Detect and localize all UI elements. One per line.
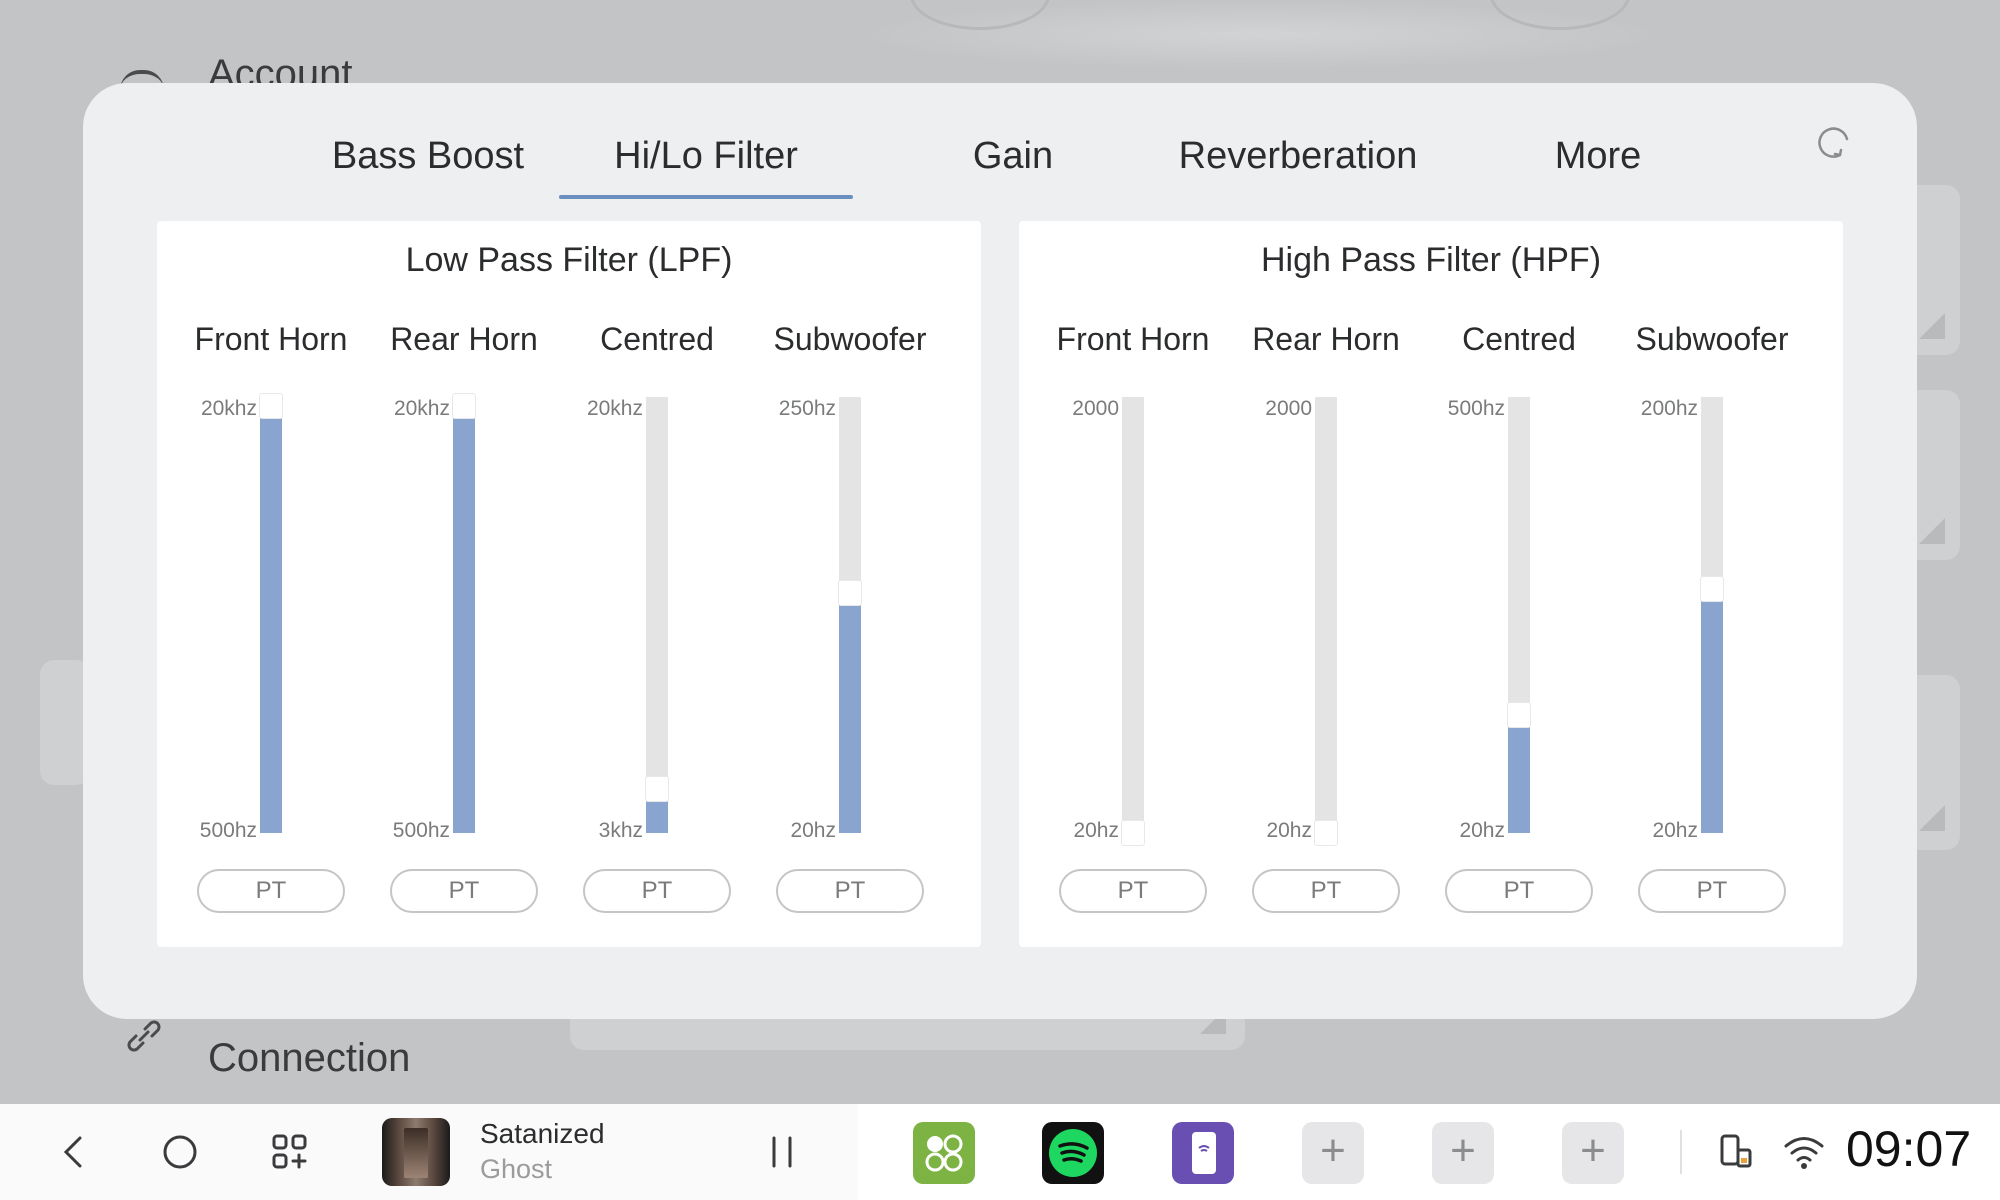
phone-mirror-icon[interactable]	[1172, 1122, 1234, 1184]
lpf-channel: Centred 20khz 3khz PT	[567, 321, 747, 921]
slider-min-label: 20hz	[1652, 819, 1698, 842]
album-art[interactable]	[382, 1118, 450, 1186]
song-title: Satanized	[480, 1118, 605, 1149]
frequency-slider[interactable]	[452, 393, 476, 833]
add-app-icon[interactable]: +	[1302, 1122, 1364, 1184]
pt-button[interactable]: PT	[776, 869, 924, 913]
slider-max-label: 2000	[1072, 397, 1119, 420]
pt-button[interactable]: PT	[197, 869, 345, 913]
channel-label: Centred	[1462, 321, 1576, 357]
background-card	[40, 660, 90, 785]
pt-button[interactable]: PT	[1638, 869, 1786, 913]
lpf-channel: Rear Horn 20khz 500hz PT	[374, 321, 554, 921]
back-icon[interactable]	[50, 1128, 98, 1176]
slider-max-label: 20khz	[586, 397, 643, 420]
tab-hi-lo-filter[interactable]: Hi/Lo Filter	[559, 123, 853, 199]
slider-fill	[260, 406, 282, 833]
audio-filter-dialog: Bass Boost Hi/Lo Filter Gain Reverberati…	[83, 83, 1917, 1019]
song-artist: Ghost	[480, 1154, 553, 1184]
slider-handle[interactable]	[452, 393, 476, 419]
lpf-title: Low Pass Filter (LPF)	[405, 241, 733, 279]
pt-button[interactable]: PT	[390, 869, 538, 913]
slider-handle[interactable]	[1314, 820, 1338, 846]
hpf-channel: Rear Horn 2000 20hz PT	[1236, 321, 1416, 921]
frequency-slider[interactable]	[1507, 397, 1531, 833]
apps-launcher-icon[interactable]	[913, 1122, 975, 1184]
lpf-panel: Low Pass Filter (LPF) Front Horn 20khz 500…	[157, 221, 981, 947]
tab-bass-boost[interactable]: Bass Boost	[331, 135, 525, 177]
wifi-icon[interactable]	[1780, 1128, 1828, 1176]
hpf-channel: Subwoofer 200hz 20hz PT	[1622, 321, 1802, 921]
tab-gain[interactable]: Gain	[972, 135, 1054, 177]
slider-handle[interactable]	[1507, 702, 1531, 728]
refresh-icon[interactable]	[1816, 125, 1852, 161]
hpf-panel: High Pass Filter (HPF) Front Horn 2000 20h…	[1019, 221, 1843, 947]
hpf-channel: Front Horn 2000 20hz PT	[1043, 321, 1223, 921]
add-app-icon[interactable]: +	[1432, 1122, 1494, 1184]
slider-handle[interactable]	[838, 580, 862, 606]
pt-button[interactable]: PT	[1059, 869, 1207, 913]
clock: 09:07	[1846, 1121, 1972, 1177]
slider-max-label: 250hz	[778, 397, 836, 420]
frequency-slider[interactable]	[838, 397, 862, 833]
slider-handle[interactable]	[259, 393, 283, 419]
account-icon	[120, 70, 164, 90]
sidebar-item-device-connection[interactable]: Connection	[208, 1036, 411, 1080]
car-wheel	[1490, 0, 1630, 30]
frequency-slider[interactable]	[645, 397, 669, 833]
channel-label: Centred	[600, 321, 714, 357]
car-wheel	[910, 0, 1050, 30]
frequency-slider[interactable]	[1121, 397, 1145, 846]
slider-min-label: 500hz	[199, 819, 257, 842]
lpf-channel: Front Horn 20khz 500hz PT	[181, 321, 361, 921]
taskbar-divider	[1680, 1130, 1682, 1174]
hpf-title: High Pass Filter (HPF)	[1260, 241, 1602, 279]
hpf-channel: Centred 500hz 20hz PT	[1429, 321, 1609, 921]
slider-min-label: 3khz	[598, 819, 643, 842]
slider-max-label: 20khz	[200, 397, 257, 420]
slider-min-label: 20hz	[790, 819, 836, 842]
pt-button[interactable]: PT	[583, 869, 731, 913]
phone-battery-icon[interactable]	[1712, 1128, 1760, 1176]
slider-min-label: 20hz	[1459, 819, 1505, 842]
channel-label: Subwoofer	[773, 321, 927, 357]
taskbar: Satanized Ghost + + + 09:07	[0, 1104, 2000, 1200]
slider-min-label: 500hz	[392, 819, 450, 842]
slider-handle[interactable]	[1700, 576, 1724, 602]
channel-label: Rear Horn	[1252, 321, 1400, 357]
slider-max-label: 500hz	[1447, 397, 1505, 420]
slider-fill	[1508, 715, 1530, 833]
home-icon[interactable]	[156, 1128, 204, 1176]
slider-handle[interactable]	[645, 776, 669, 802]
frequency-slider[interactable]	[1700, 397, 1724, 833]
lpf-channel: Subwoofer 250hz 20hz PT	[760, 321, 940, 921]
slider-fill	[1701, 589, 1723, 833]
car-image	[850, 0, 1670, 70]
channel-label: Rear Horn	[390, 321, 538, 357]
pt-button[interactable]: PT	[1252, 869, 1400, 913]
frequency-slider[interactable]	[1314, 397, 1338, 846]
slider-fill	[839, 593, 861, 833]
slider-fill	[453, 406, 475, 833]
add-app-icon[interactable]: +	[1562, 1122, 1624, 1184]
tab-more[interactable]: More	[1554, 135, 1642, 177]
spotify-icon[interactable]	[1042, 1122, 1104, 1184]
slider-max-label: 2000	[1265, 397, 1312, 420]
app-grid-icon[interactable]	[266, 1128, 314, 1176]
pause-icon[interactable]	[758, 1128, 806, 1176]
slider-max-label: 20khz	[393, 397, 450, 420]
slider-min-label: 20hz	[1073, 819, 1119, 842]
channel-label: Front Horn	[194, 321, 348, 357]
link-icon	[127, 1020, 161, 1052]
channel-label: Front Horn	[1056, 321, 1210, 357]
tab-reverberation[interactable]: Reverberation	[1178, 135, 1418, 177]
pt-button[interactable]: PT	[1445, 869, 1593, 913]
slider-min-label: 20hz	[1266, 819, 1312, 842]
slider-max-label: 200hz	[1640, 397, 1698, 420]
channel-label: Subwoofer	[1635, 321, 1789, 357]
slider-handle[interactable]	[1121, 820, 1145, 846]
frequency-slider[interactable]	[259, 393, 283, 833]
